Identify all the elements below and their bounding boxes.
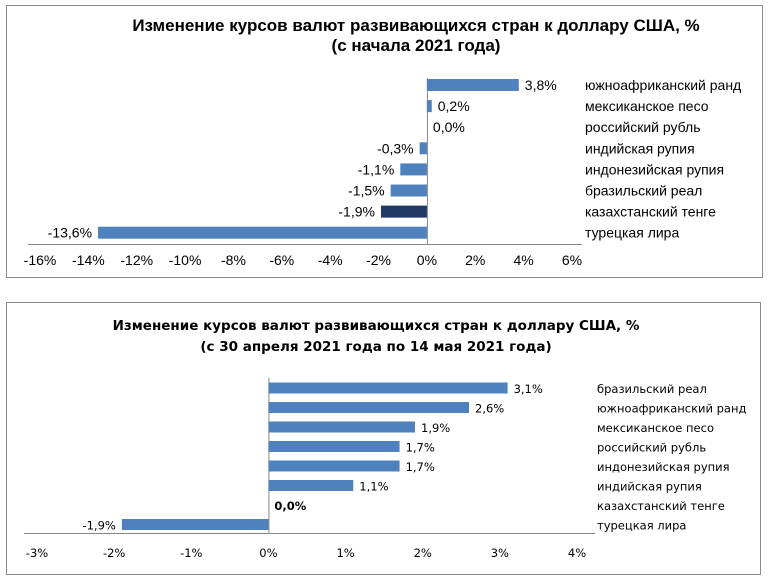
category-label: российский рубль <box>585 119 701 135</box>
x-tick-label: -16% <box>24 252 57 268</box>
x-tick-label: -4% <box>318 252 343 268</box>
bar <box>390 184 427 197</box>
x-tick-label: 0% <box>259 546 277 560</box>
data-label: -1,9% <box>82 519 115 533</box>
bar <box>268 460 400 472</box>
bar <box>268 441 400 452</box>
x-tick-label: -12% <box>120 252 153 268</box>
x-tick-label: -10% <box>169 252 202 268</box>
bar <box>400 163 427 176</box>
x-tick-label: -1% <box>180 546 202 560</box>
x-tick-label: 1% <box>336 546 354 560</box>
data-label: 0,0% <box>274 499 306 513</box>
x-tick-label: 2% <box>414 546 432 560</box>
x-tick-label: 4% <box>568 546 586 560</box>
category-label: южноафриканский ранд <box>597 402 746 416</box>
category-label: мексиканское песо <box>597 421 714 435</box>
x-tick-label: -14% <box>72 252 105 268</box>
bar <box>426 100 432 113</box>
bar <box>268 480 354 491</box>
bar <box>98 226 427 239</box>
category-label: мексиканское песо <box>585 98 709 114</box>
category-label: индийская рупия <box>597 480 702 494</box>
bar <box>121 519 269 530</box>
chart2-title: Изменение курсов валют развивающихся стр… <box>113 318 640 334</box>
data-label: 3,1% <box>514 382 543 396</box>
data-label: 3,8% <box>525 77 557 93</box>
category-label: бразильский реал <box>597 382 707 396</box>
x-tick-label: -6% <box>269 252 294 268</box>
data-label: 2,6% <box>475 402 504 416</box>
bar <box>268 421 415 433</box>
data-label: 1,7% <box>406 441 435 455</box>
x-tick-label: 4% <box>514 252 534 268</box>
category-label: турецкая лира <box>597 519 686 533</box>
bar <box>419 142 427 155</box>
bar <box>268 402 469 413</box>
data-label: 0,2% <box>438 98 470 114</box>
category-label: казахстанский тенге <box>585 204 716 220</box>
data-label: 0,0% <box>433 119 465 135</box>
data-label: 1,7% <box>406 460 435 474</box>
x-tick-label: 6% <box>562 252 582 268</box>
x-tick-label: -2% <box>103 546 125 560</box>
data-label: -1,5% <box>348 183 385 199</box>
category-label: индийская рупия <box>585 140 695 156</box>
bar <box>268 382 508 394</box>
data-label: -13,6% <box>48 225 92 241</box>
x-tick-label: -8% <box>221 252 246 268</box>
data-label: -1,9% <box>338 204 375 220</box>
category-label: российский рубль <box>597 441 706 455</box>
category-label: казахстанский тенге <box>597 499 725 513</box>
category-label: индонезийская рупия <box>585 161 724 177</box>
x-tick-label: 3% <box>491 546 509 560</box>
chart1-title: Изменение курсов валют развивающихся стр… <box>132 16 699 35</box>
category-label: турецкая лира <box>585 225 679 241</box>
x-tick-label: -2% <box>366 252 391 268</box>
category-label: индонезийская рупия <box>597 460 730 474</box>
chart2-subtitle: (с 30 апреля 2021 года по 14 мая 2021 го… <box>200 339 551 355</box>
data-label: -0,3% <box>377 140 414 156</box>
bar <box>380 205 427 218</box>
category-label: южноафриканский ранд <box>585 77 741 93</box>
chart1-subtitle: (с начала 2021 года) <box>332 36 501 55</box>
bar <box>426 79 519 91</box>
category-label: бразильский реал <box>585 183 702 199</box>
x-tick-label: 2% <box>465 252 485 268</box>
data-label: -1,1% <box>358 161 395 177</box>
x-tick-label: 0% <box>417 252 437 268</box>
data-label: 1,1% <box>359 480 388 494</box>
x-tick-label: -3% <box>26 546 48 560</box>
data-label: 1,9% <box>421 421 450 435</box>
